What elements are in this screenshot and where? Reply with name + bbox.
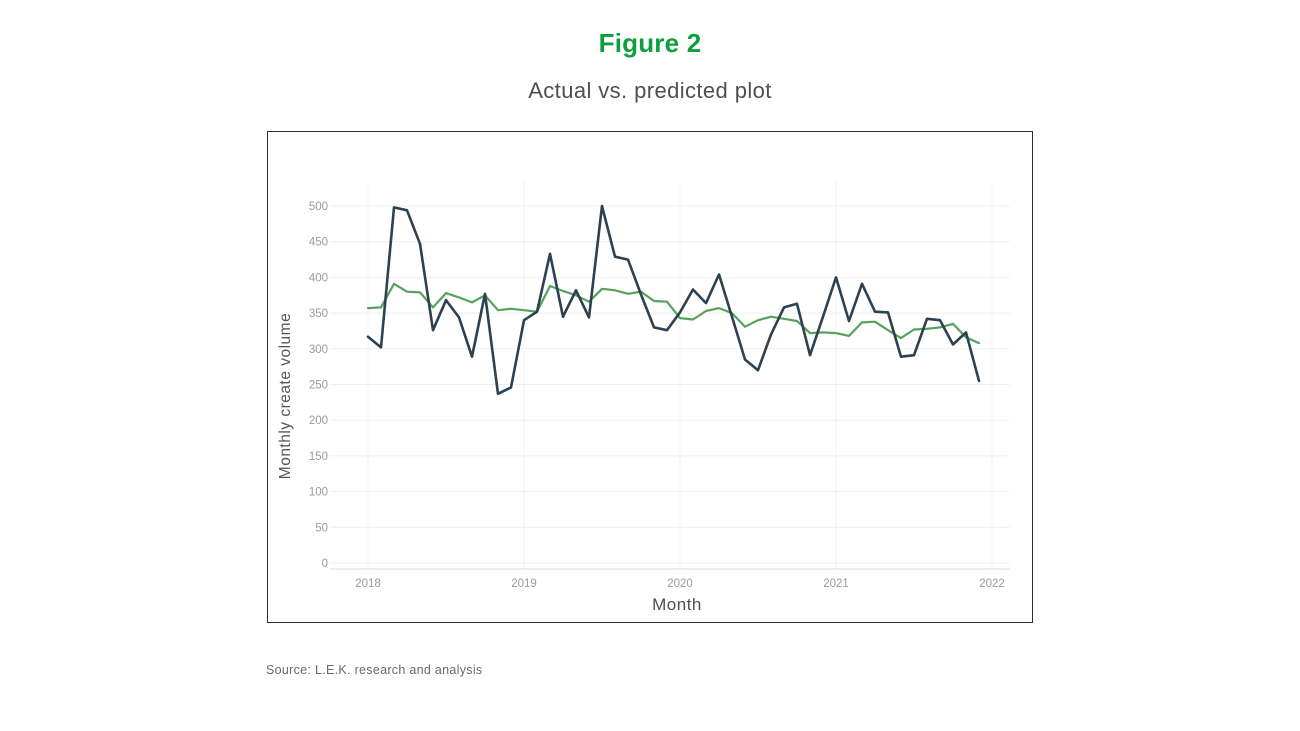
y-tick-label: 450	[309, 237, 328, 249]
actual-line	[366, 204, 981, 396]
x-tick-label: 2018	[355, 578, 381, 590]
y-tick-label: 250	[309, 380, 328, 392]
chart-plot-area: 2018 2019 2020 2021 2022 0 50 100 150 200 250 300 35…	[277, 180, 1010, 614]
y-axis-title: Monthly create volume	[277, 313, 294, 479]
y-tick-label: 500	[309, 201, 328, 213]
y-tick-label: 200	[309, 415, 328, 427]
x-tick-label: 2022	[979, 578, 1005, 590]
chart-frame: 2018 2019 2020 2021 2022 0 50 100 150 200 250 300 35…	[267, 131, 1033, 623]
y-tick-label: 150	[309, 451, 328, 463]
x-tick-label: 2020	[667, 578, 693, 590]
y-tick-label: 100	[309, 487, 328, 499]
y-tick-label: 350	[309, 308, 328, 320]
y-tick-label: 0	[322, 558, 328, 570]
chart-title: Actual vs. predicted plot	[528, 78, 772, 103]
x-tick-label: 2021	[823, 578, 849, 590]
predicted-line	[366, 282, 981, 345]
y-tick-label: 400	[309, 272, 328, 284]
y-tick-label: 300	[309, 344, 328, 356]
x-tick-label: 2019	[511, 578, 537, 590]
source-note: Source: L.E.K. research and analysis	[266, 663, 483, 677]
x-axis-title: Month	[652, 595, 702, 614]
figure-label: Figure 2	[598, 28, 702, 58]
y-tick-label: 50	[315, 522, 328, 534]
